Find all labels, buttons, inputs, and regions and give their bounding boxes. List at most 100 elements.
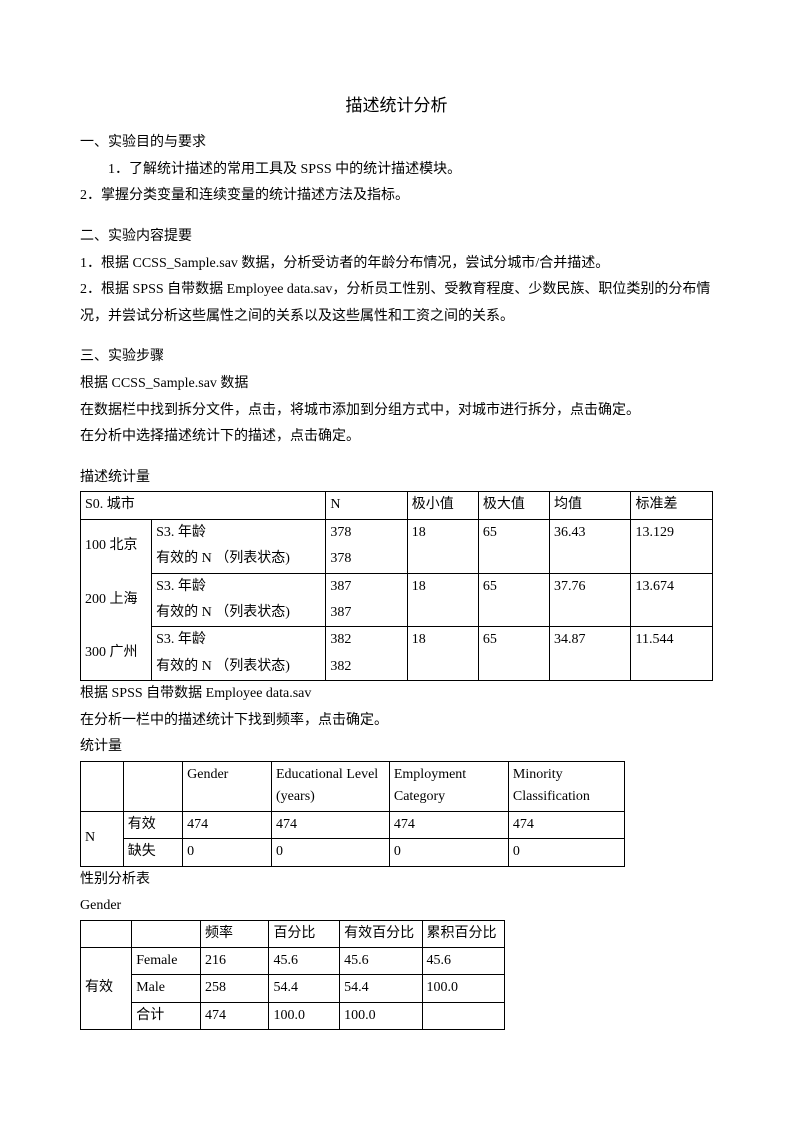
cell-min: 18 xyxy=(407,573,478,600)
cell-mean: 36.43 xyxy=(550,519,631,546)
col-valid-pct: 有效百分比 xyxy=(340,920,422,947)
col-minority: Minority Classification xyxy=(508,761,624,811)
cell-max: 65 xyxy=(478,573,549,600)
cell-max: 65 xyxy=(478,519,549,546)
section-3-heading: 三、实验步骤 xyxy=(80,344,713,371)
descriptive-stats-table: S0. 城市 N 极小值 极大值 均值 标准差 100 北京 S3. 年龄 37… xyxy=(80,491,713,681)
cell-value: 0 xyxy=(271,839,389,866)
cell-stat: 有效的 N （列表状态) xyxy=(152,654,326,681)
table-2-caption: 统计量 xyxy=(80,734,713,761)
cell-value: 0 xyxy=(183,839,272,866)
cell-city: 300 广州 xyxy=(81,627,152,681)
cell-male: Male xyxy=(132,975,201,1002)
table-row: 缺失 0 0 0 0 xyxy=(81,839,625,866)
cell-total: 合计 xyxy=(132,1002,201,1029)
table-header-row: Gender Educational Level (years) Employm… xyxy=(81,761,625,811)
section-3-line-2: 在数据栏中找到拆分文件，点击，将城市添加到分组方式中，对城市进行拆分，点击确定。 xyxy=(80,398,713,425)
stats-count-table: Gender Educational Level (years) Employm… xyxy=(80,761,625,867)
col-edu: Educational Level (years) xyxy=(271,761,389,811)
col-emp: Employment Category xyxy=(389,761,508,811)
cell-value: 0 xyxy=(389,839,508,866)
section-1-item-2: 2．掌握分类变量和连续变量的统计描述方法及指标。 xyxy=(80,183,713,210)
cell-value: 54.4 xyxy=(340,975,422,1002)
cell-mean: 37.76 xyxy=(550,573,631,600)
table-1-after-1: 根据 SPSS 自带数据 Employee data.sav xyxy=(80,681,713,708)
cell-value: 474 xyxy=(508,811,624,838)
cell-min: 18 xyxy=(407,519,478,546)
col-sd: 标准差 xyxy=(631,492,713,519)
cell-value: 0 xyxy=(508,839,624,866)
col-n: N xyxy=(326,492,407,519)
section-2-heading: 二、实验内容提要 xyxy=(80,224,713,251)
table-1-after-2: 在分析一栏中的描述统计下找到频率，点击确定。 xyxy=(80,708,713,735)
cell-city: 100 北京 xyxy=(81,519,152,573)
cell-n: 382 xyxy=(326,654,407,681)
col-freq: 频率 xyxy=(201,920,269,947)
cell-value: 474 xyxy=(183,811,272,838)
col-min: 极小值 xyxy=(407,492,478,519)
cell-mean: 34.87 xyxy=(550,627,631,654)
cell-value: 474 xyxy=(201,1002,269,1029)
cell-sd: 13.129 xyxy=(631,519,713,546)
gender-freq-table: 频率 百分比 有效百分比 累积百分比 有效 Female 216 45.6 45… xyxy=(80,920,505,1031)
table-header-row: S0. 城市 N 极小值 极大值 均值 标准差 xyxy=(81,492,713,519)
cell-city: 200 上海 xyxy=(81,573,152,627)
table-row: 200 上海 S3. 年龄 387 18 65 37.76 13.674 xyxy=(81,573,713,600)
cell-value: 100.0 xyxy=(422,975,504,1002)
section-1-heading: 一、实验目的与要求 xyxy=(80,130,713,157)
section-2-item-2: 2．根据 SPSS 自带数据 Employee data.sav，分析员工性别、… xyxy=(80,277,713,330)
table-row: N 有效 474 474 474 474 xyxy=(81,811,625,838)
cell-stat: 有效的 N （列表状态) xyxy=(152,546,326,573)
cell-stat: S3. 年龄 xyxy=(152,519,326,546)
cell-stat: S3. 年龄 xyxy=(152,627,326,654)
table-row: 300 广州 S3. 年龄 382 18 65 34.87 11.544 xyxy=(81,627,713,654)
cell-value: 258 xyxy=(201,975,269,1002)
page: 描述统计分析 一、实验目的与要求 1．了解统计描述的常用工具及 SPSS 中的统… xyxy=(0,0,793,1122)
table-row: Male 258 54.4 54.4 100.0 xyxy=(81,975,505,1002)
table-row: 合计 474 100.0 100.0 xyxy=(81,1002,505,1029)
cell-n: 378 xyxy=(326,546,407,573)
cell-max: 65 xyxy=(478,627,549,654)
table-row: 有效的 N （列表状态) 382 xyxy=(81,654,713,681)
cell-missing: 缺失 xyxy=(123,839,182,866)
table-row: 有效 Female 216 45.6 45.6 45.6 xyxy=(81,948,505,975)
col-gender: Gender xyxy=(183,761,272,811)
col-mean: 均值 xyxy=(550,492,631,519)
table-3-caption-2: Gender xyxy=(80,893,713,920)
table-3-caption-1: 性别分析表 xyxy=(80,867,713,894)
cell-valid: 有效 xyxy=(123,811,182,838)
col-pct: 百分比 xyxy=(269,920,340,947)
cell-n-label: N xyxy=(81,811,124,866)
cell-value: 216 xyxy=(201,948,269,975)
cell-value: 45.6 xyxy=(340,948,422,975)
cell-n: 382 xyxy=(326,627,407,654)
table-row: 100 北京 S3. 年龄 378 18 65 36.43 13.129 xyxy=(81,519,713,546)
cell-sd: 13.674 xyxy=(631,573,713,600)
cell-n: 387 xyxy=(326,600,407,627)
cell-value: 100.0 xyxy=(340,1002,422,1029)
cell-value xyxy=(422,1002,504,1029)
col-city: S0. 城市 xyxy=(81,492,326,519)
cell-stat: 有效的 N （列表状态) xyxy=(152,600,326,627)
cell-value: 54.4 xyxy=(269,975,340,1002)
cell-value: 474 xyxy=(271,811,389,838)
table-1-caption: 描述统计量 xyxy=(80,465,713,492)
cell-sd: 11.544 xyxy=(631,627,713,654)
section-3-line-3: 在分析中选择描述统计下的描述，点击确定。 xyxy=(80,424,713,451)
cell-stat: S3. 年龄 xyxy=(152,573,326,600)
section-1-item-1: 1．了解统计描述的常用工具及 SPSS 中的统计描述模块。 xyxy=(80,157,713,184)
cell-min: 18 xyxy=(407,627,478,654)
document-title: 描述统计分析 xyxy=(80,90,713,122)
cell-value: 45.6 xyxy=(269,948,340,975)
cell-n: 378 xyxy=(326,519,407,546)
cell-n: 387 xyxy=(326,573,407,600)
section-2-item-1: 1．根据 CCSS_Sample.sav 数据，分析受访者的年龄分布情况，尝试分… xyxy=(80,251,713,278)
col-cum-pct: 累积百分比 xyxy=(422,920,504,947)
cell-female: Female xyxy=(132,948,201,975)
table-row: 有效的 N （列表状态) 378 xyxy=(81,546,713,573)
cell-value: 474 xyxy=(389,811,508,838)
cell-value: 100.0 xyxy=(269,1002,340,1029)
cell-valid-label: 有效 xyxy=(81,948,132,1030)
col-max: 极大值 xyxy=(478,492,549,519)
section-3-line-1: 根据 CCSS_Sample.sav 数据 xyxy=(80,371,713,398)
